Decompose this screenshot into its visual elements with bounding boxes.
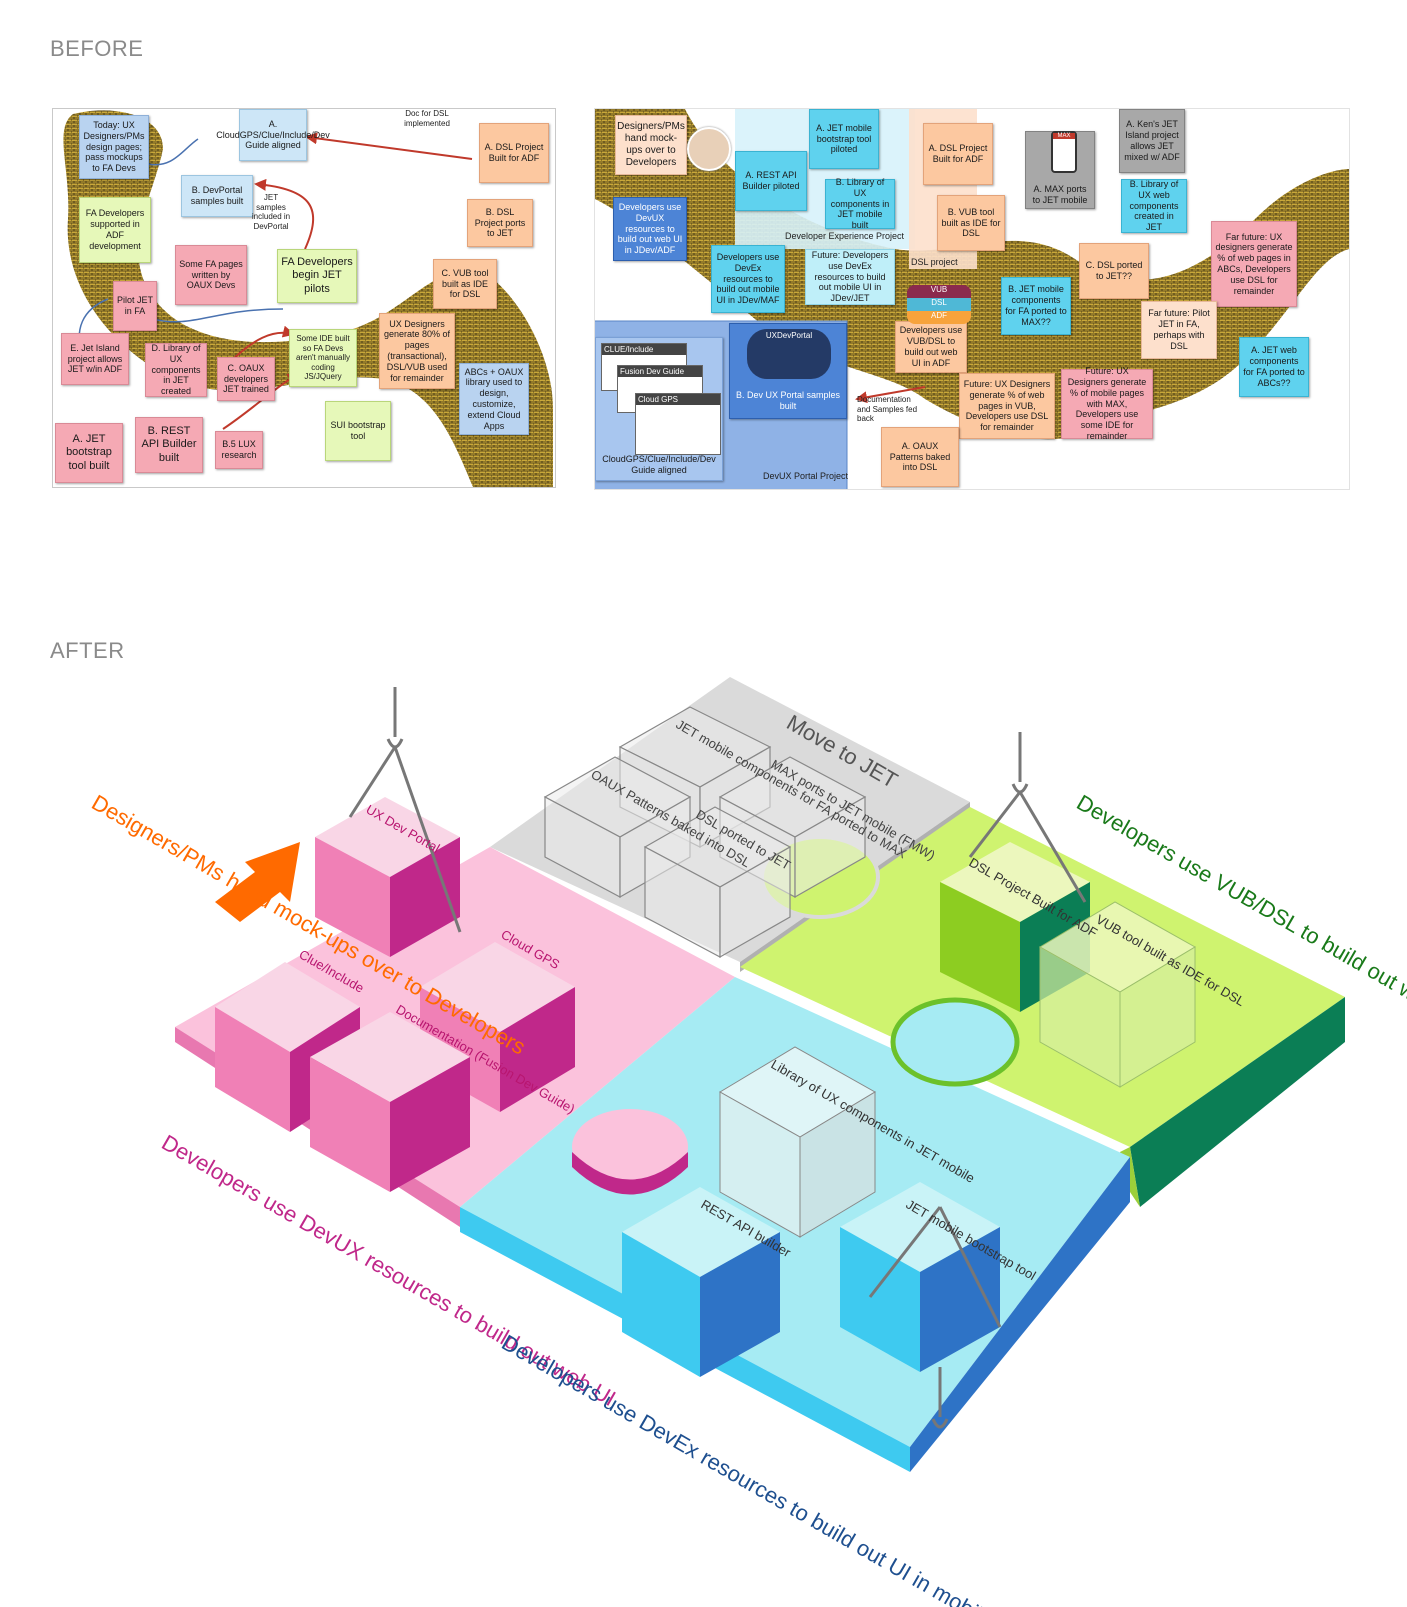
note-pilot-jet-fa: Pilot JET in FA [113, 281, 157, 331]
note-devex-maf: Developers use DevEx resources to build … [711, 245, 785, 313]
note-cloudgps-aligned: A. CloudGPS/Clue/Include/Dev Guide align… [216, 109, 330, 161]
note-designers-pms: Designers/PMs hand mock-ups over to Deve… [615, 115, 687, 175]
note-far-future-abcs: Far future: UX designers generate % of w… [1211, 221, 1297, 307]
note-abcs-oaux: ABCs + OAUX library used to design, cust… [459, 363, 529, 435]
label-dev-experience-project: Developer Experience Project [785, 231, 905, 241]
note-dsl-ports-jet: B. DSL Project ports to JET [467, 199, 533, 247]
note-fa-devs-adf: FA Developers supported in ADF developme… [79, 197, 151, 263]
note-jet-island: E. Jet Island project allows JET w/in AD… [61, 333, 129, 385]
note-ide-built: Some IDE built so FA Devs aren't manuall… [289, 329, 357, 387]
green-cubes [940, 842, 1196, 1088]
note-fa-jet-pilots: FA Developers begin JET pilots [277, 249, 357, 303]
phone-icon: MAX [1051, 131, 1077, 173]
before-left-diagram: Today: UX Designers/PMs design pages; pa… [52, 108, 556, 488]
note-dsl-ported-jet: C. DSL ported to JET?? [1079, 243, 1149, 299]
knob-pink-cyan [572, 1109, 688, 1185]
label-dsl-project: DSL project [911, 257, 958, 267]
note-devportal-samples: B. DevPortal samples built [181, 175, 253, 217]
note-vub-ide: B. VUB tool built as IDE for DSL [937, 195, 1005, 251]
note-oaux-patterns: A. OAUX Patterns baked into DSL [881, 427, 959, 487]
note-jet-mobile-bootstrap: A. JET mobile bootstrap tool piloted [809, 109, 879, 169]
note-library-ux: D. Library of UX components in JET creat… [145, 343, 207, 397]
gray-cubes [543, 706, 867, 959]
screen-uxdevportal: UXDevPortal [747, 329, 831, 379]
note-rest-api-piloted: A. REST API Builder piloted [735, 151, 807, 211]
vub-dsl-adf-cloud: VUB DSL ADF [907, 285, 971, 325]
crane-hook-icon [348, 687, 1087, 1429]
avatar [687, 127, 731, 171]
brick-band [63, 110, 553, 487]
note-lux-research: B.5 LUX research [215, 431, 263, 469]
note-sui-bootstrap: SUI bootstrap tool [325, 401, 391, 461]
before-heading: BEFORE [50, 36, 144, 61]
annotation-documentation-fed-back: Documentation and Samples fed back [857, 395, 918, 424]
annotation-jet-samples: JET samples included in DevPortal [251, 193, 291, 231]
pink-cubes [215, 797, 575, 1192]
before-right-diagram: Designers/PMs hand mock-ups over to Deve… [594, 108, 1350, 490]
note-future-devex-jet: Future: Developers use DevEx resources t… [805, 249, 895, 305]
annotation-doc-dsl: Doc for DSL implemented [404, 109, 450, 128]
note-library-ux-mobile: B. Library of UX components in JET mobil… [825, 177, 895, 230]
note-jet-web-abcs: A. JET web components for FA ported to A… [1239, 337, 1309, 397]
note-pilot-jet-dsl: Far future: Pilot JET in FA, perhaps wit… [1141, 301, 1217, 359]
note-future-vub: Future: UX Designers generate % of web p… [959, 373, 1055, 439]
note-devux-jdev-adf: Developers use DevUX resources to build … [613, 197, 687, 261]
note-oaux-trained: C. OAUX developers JET trained [217, 357, 275, 401]
note-jet-mobile-max: B. JET mobile components for FA ported t… [1001, 277, 1071, 335]
orange-arrow [215, 842, 300, 922]
note-rest-api-builder: B. REST API Builder built [135, 417, 203, 473]
note-vub-dsl-adf: Developers use VUB/DSL to build out web … [895, 321, 967, 373]
screen-cloudgps: Cloud GPS [635, 393, 721, 455]
note-dsl-adf: A. DSL Project Built for ADF [923, 123, 993, 185]
note-library-web: B. Library of UX web components created … [1121, 179, 1187, 233]
note-some-fa-pages: Some FA pages written by OAUX Devs [175, 245, 247, 305]
note-vub-tool: C. VUB tool built as IDE for DSL [433, 259, 497, 309]
label-devux-portal-project: DevUX Portal Project [763, 471, 849, 481]
note-today-ux: Today: UX Designers/PMs design pages; pa… [79, 115, 149, 179]
note-dsl-project-adf: A. DSL Project Built for ADF [479, 123, 549, 183]
note-ux-80: UX Designers generate 80% of pages (tran… [379, 313, 455, 389]
note-jet-bootstrap: A. JET bootstrap tool built [55, 423, 123, 483]
note-ken-jet-island: A. Ken's JET Island project allows JET m… [1119, 109, 1185, 173]
note-future-max: Future: UX Designers generate % of mobil… [1061, 366, 1153, 441]
after-diagram: UX Dev Portal Clue/Include Cloud GPS Doc… [88, 677, 1407, 1607]
after-heading: AFTER [50, 638, 125, 663]
knob-cyan-green [890, 997, 1020, 1087]
